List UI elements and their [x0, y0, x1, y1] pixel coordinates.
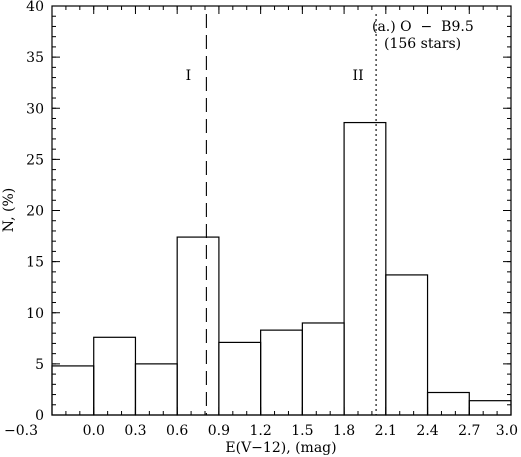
annotation-line-1: (a.) O − B9.5 — [372, 19, 474, 35]
y-tick-label: 40 — [26, 0, 44, 15]
ticks-group — [51, 5, 512, 416]
x-tick-label: 3.0 — [496, 423, 518, 439]
reference-line-label: II — [353, 68, 364, 84]
x-tick-label: 1.8 — [333, 423, 355, 439]
histogram-bar — [385, 274, 429, 416]
y-tick-label: 35 — [26, 50, 44, 66]
x-tick-label: 0.3 — [124, 423, 146, 439]
reference-line-label: I — [186, 68, 192, 84]
plot-frame — [51, 5, 512, 416]
x-tick-label: 1.5 — [291, 423, 313, 439]
y-tick-label: 20 — [26, 204, 44, 220]
histogram-bar — [51, 365, 95, 416]
x-axis-label: E(V−12), (mag) — [225, 440, 336, 456]
histogram-bar — [301, 322, 345, 416]
y-tick-label: 10 — [26, 306, 44, 322]
y-tick-label: 30 — [26, 101, 44, 117]
y-tick-label: 0 — [35, 408, 44, 424]
histogram-bar — [343, 121, 387, 416]
x-tick-label: 2.1 — [375, 423, 397, 439]
x-tick-label: 1.2 — [250, 423, 272, 439]
y-tick-labels: 0 5 10 15 20 25 30 35 40 — [26, 0, 44, 424]
x-tick-label: 2.7 — [458, 423, 480, 439]
histogram-bar — [468, 400, 512, 416]
histogram-bar — [218, 341, 262, 416]
x-tick-label: 2.4 — [416, 423, 438, 439]
x-tick-label: 0.9 — [208, 423, 230, 439]
reference-lines-group — [205, 14, 377, 415]
annotation-line-2: (156 stars) — [384, 36, 461, 52]
x-tick-label: 0.0 — [83, 423, 105, 439]
bars-group — [51, 121, 512, 416]
x-tick-label: −0.3 — [4, 423, 38, 439]
y-tick-label: 15 — [26, 255, 44, 271]
histogram-bar — [176, 236, 220, 416]
histogram-bar — [426, 391, 470, 416]
y-axis-label: N, (%) — [1, 188, 17, 232]
y-tick-label: 25 — [26, 152, 44, 168]
y-tick-label: 5 — [35, 357, 44, 373]
histogram-bar — [93, 336, 137, 416]
x-tick-label: 0.6 — [166, 423, 188, 439]
line-labels-group: I II — [186, 68, 364, 84]
histogram-bar — [260, 329, 303, 416]
histogram-bar — [134, 363, 178, 416]
x-tick-labels: −0.3 0.0 0.3 0.6 0.9 1.2 1.5 1.8 2.1 2.4 2.7 3.0 — [4, 423, 518, 439]
